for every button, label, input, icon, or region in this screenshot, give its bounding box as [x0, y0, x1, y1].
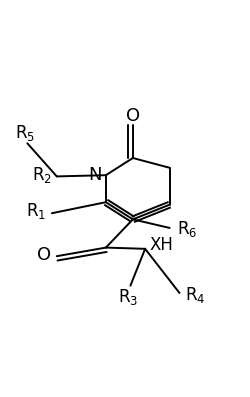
Text: R$_3$: R$_3$: [118, 287, 138, 306]
Text: N: N: [88, 166, 101, 184]
Text: XH: XH: [148, 236, 172, 254]
Text: R$_4$: R$_4$: [184, 285, 205, 305]
Text: O: O: [125, 107, 139, 125]
Text: R$_2$: R$_2$: [32, 165, 52, 185]
Text: R$_6$: R$_6$: [176, 219, 196, 239]
Text: R$_5$: R$_5$: [15, 123, 35, 143]
Text: R$_1$: R$_1$: [26, 201, 46, 221]
Text: O: O: [37, 246, 51, 264]
